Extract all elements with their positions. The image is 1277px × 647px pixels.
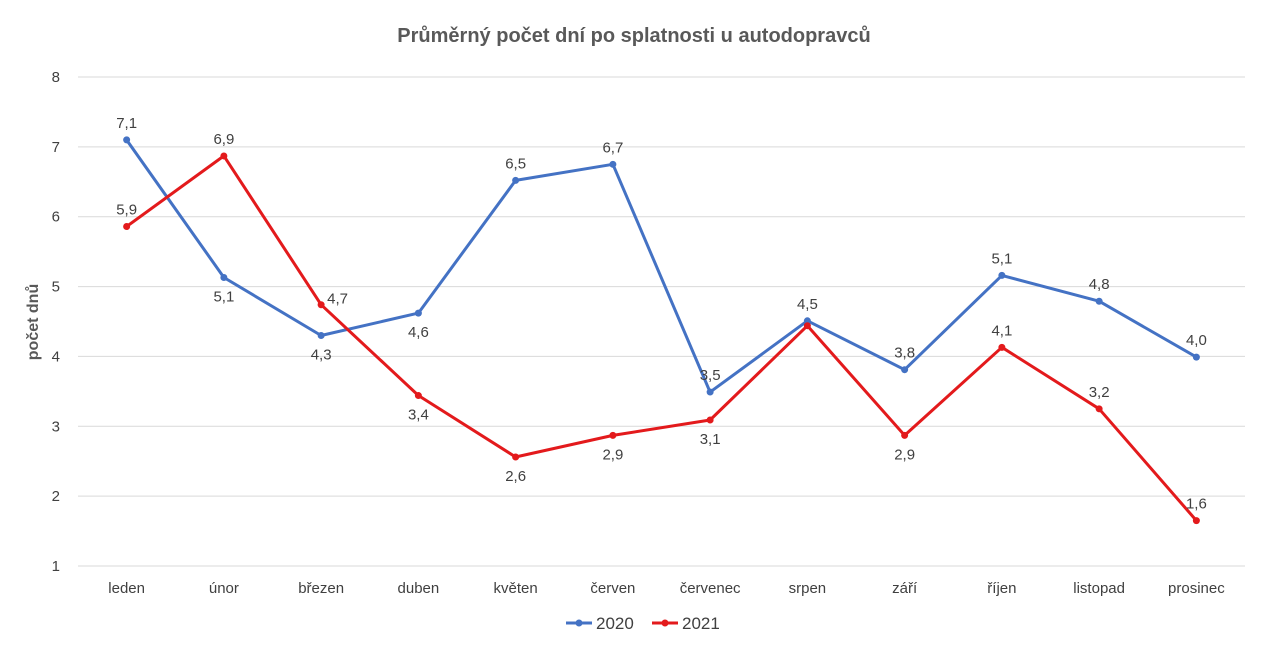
- series-line-2021: [125, 154, 1198, 522]
- x-tick-label: září: [892, 580, 918, 597]
- data-label: 3,8: [894, 345, 915, 362]
- data-label: 6,5: [505, 155, 526, 172]
- data-label: 4,6: [408, 324, 429, 341]
- data-point: [609, 431, 617, 439]
- y-tick-label: 2: [52, 488, 60, 505]
- data-label: 2,6: [505, 468, 526, 485]
- x-tick-label: srpen: [789, 580, 827, 597]
- data-point: [706, 388, 714, 396]
- y-tick-label: 3: [52, 418, 60, 435]
- y-tick-label: 6: [52, 209, 60, 226]
- chart-title: Průměrný počet dní po splatnosti u autod…: [397, 25, 870, 47]
- series-line-2020: [125, 139, 1198, 394]
- legend: 2020 2021: [566, 614, 720, 633]
- data-label: 4,7: [327, 291, 348, 308]
- data-point: [609, 160, 617, 168]
- data-label: 4,8: [1089, 276, 1110, 293]
- x-tick-label: říjen: [987, 580, 1016, 597]
- data-point: [123, 136, 131, 144]
- data-label: 1,6: [1186, 496, 1207, 513]
- data-label: 6,7: [602, 139, 623, 156]
- data-point: [1192, 517, 1200, 525]
- data-label: 6,9: [213, 131, 234, 148]
- data-label: 5,9: [116, 201, 137, 218]
- data-point: [512, 453, 520, 461]
- data-label: 3,2: [1089, 384, 1110, 401]
- data-label: 4,1: [991, 322, 1012, 339]
- x-tick-label: prosinec: [1168, 580, 1225, 597]
- data-point: [414, 392, 422, 400]
- data-label: 5,1: [991, 250, 1012, 267]
- data-label: 5,1: [213, 288, 234, 305]
- data-point: [1095, 405, 1103, 413]
- data-point: [901, 431, 909, 439]
- data-point: [1095, 297, 1103, 305]
- data-point: [512, 176, 520, 184]
- series-lines: [123, 136, 1200, 525]
- data-point: [998, 343, 1006, 351]
- x-tick-label: listopad: [1073, 580, 1125, 597]
- data-point: [901, 366, 909, 374]
- data-labels: 7,1 5,1 4,3 4,6 6,5 6,7 3,5 4,5 3,8 5,1 4,8 4,0 5,9 6…: [116, 115, 1207, 513]
- y-tick-label: 8: [52, 69, 60, 86]
- x-tick-label: květen: [494, 580, 538, 597]
- y-tick-label: 5: [52, 279, 60, 296]
- data-label: 2,9: [602, 446, 623, 463]
- x-axis-ticks: leden únor březen duben květen červen červenec…: [108, 580, 1225, 597]
- y-tick-label: 4: [52, 348, 60, 365]
- data-point: [317, 331, 325, 339]
- data-label: 4,0: [1186, 332, 1207, 349]
- y-tick-label: 1: [52, 558, 60, 575]
- gridlines: [78, 76, 1245, 567]
- legend-marker: [661, 619, 669, 627]
- data-point: [414, 309, 422, 317]
- x-tick-label: červen: [590, 580, 635, 597]
- y-axis-ticks: 1 2 3 4 5 6 7 8: [52, 69, 60, 575]
- data-point: [803, 322, 811, 330]
- data-label: 3,5: [700, 367, 721, 384]
- legend-marker: [575, 619, 583, 627]
- x-tick-label: březen: [298, 580, 344, 597]
- y-axis-title: počet dnů: [25, 284, 42, 360]
- data-point: [1192, 353, 1200, 361]
- data-point: [220, 152, 228, 160]
- data-point: [317, 301, 325, 309]
- x-tick-label: leden: [108, 580, 145, 597]
- data-point: [220, 273, 228, 281]
- legend-label: 2021: [682, 614, 720, 633]
- data-point: [998, 271, 1006, 279]
- data-point: [706, 416, 714, 424]
- data-label: 4,5: [797, 296, 818, 313]
- x-tick-label: únor: [209, 580, 239, 597]
- data-label: 7,1: [116, 115, 137, 132]
- y-tick-label: 7: [52, 139, 60, 156]
- data-point: [803, 317, 811, 325]
- data-point: [123, 222, 131, 230]
- data-label: 4,3: [311, 346, 332, 363]
- legend-label: 2020: [596, 614, 634, 633]
- data-label: 3,1: [700, 431, 721, 448]
- x-tick-label: duben: [398, 580, 440, 597]
- data-label: 3,4: [408, 407, 429, 424]
- x-tick-label: červenec: [680, 580, 741, 597]
- data-label: 2,9: [894, 446, 915, 463]
